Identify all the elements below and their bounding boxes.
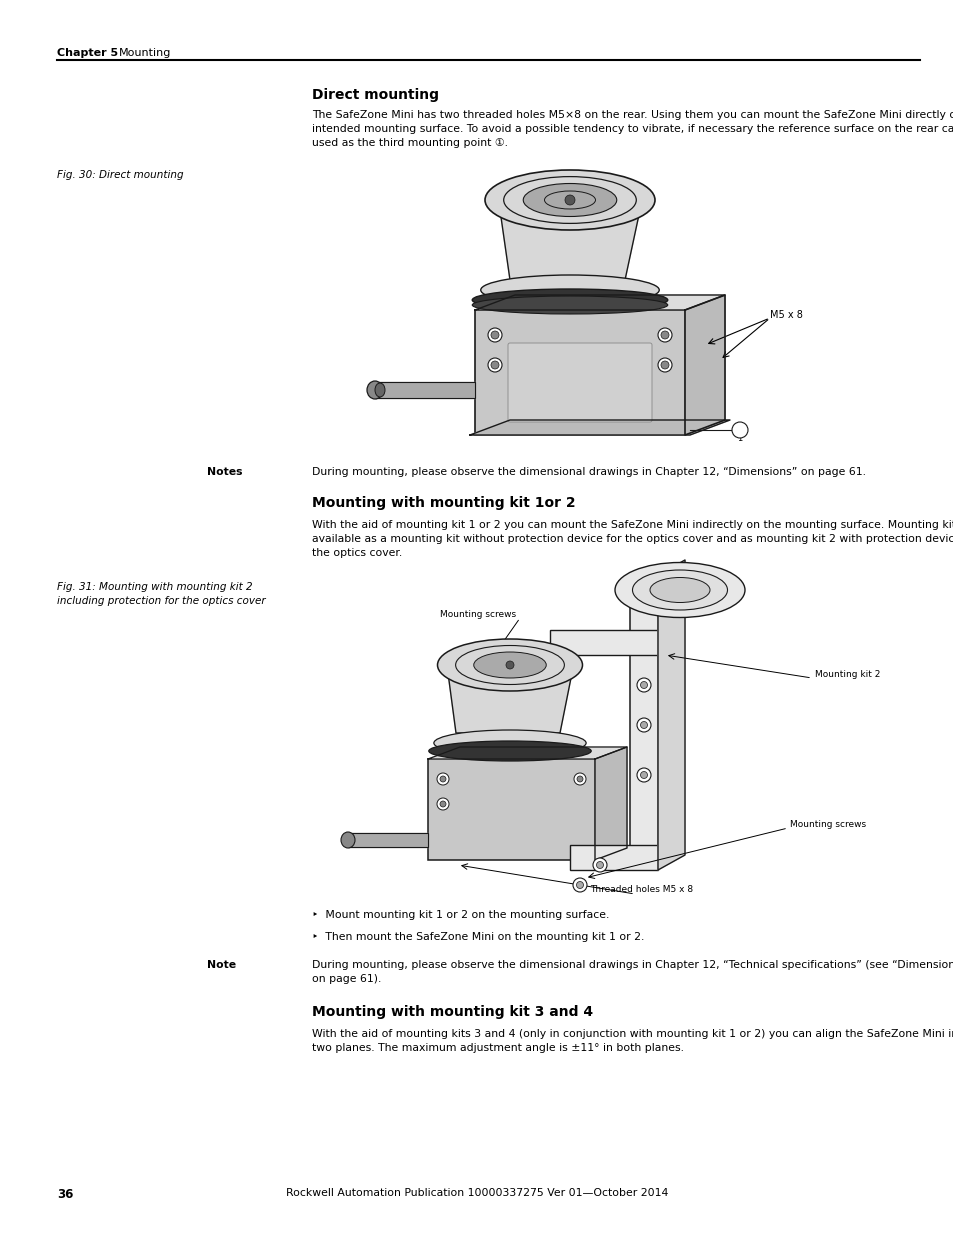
Circle shape	[491, 361, 498, 369]
Text: Fig. 31: Mounting with mounting kit 2: Fig. 31: Mounting with mounting kit 2	[57, 582, 253, 592]
Text: 36: 36	[57, 1188, 73, 1200]
Ellipse shape	[340, 832, 355, 848]
Polygon shape	[470, 420, 729, 435]
Ellipse shape	[544, 191, 595, 209]
Text: intended mounting surface. To avoid a possible tendency to vibrate, if necessary: intended mounting surface. To avoid a po…	[312, 124, 953, 135]
Circle shape	[658, 329, 671, 342]
Text: Mounting screws: Mounting screws	[439, 610, 516, 619]
Polygon shape	[375, 382, 475, 398]
Ellipse shape	[503, 177, 636, 224]
Text: Rockwell Automation Publication 10000337275 Ver 01—October 2014: Rockwell Automation Publication 10000337…	[286, 1188, 667, 1198]
Circle shape	[660, 331, 668, 338]
Text: Fig. 30: Direct mounting: Fig. 30: Direct mounting	[57, 170, 183, 180]
Text: During mounting, please observe the dimensional drawings in Chapter 12, “Technic: During mounting, please observe the dime…	[312, 960, 953, 969]
Text: Notes: Notes	[207, 467, 242, 477]
Ellipse shape	[367, 382, 382, 399]
FancyBboxPatch shape	[507, 343, 651, 422]
Circle shape	[576, 882, 583, 888]
Text: on page 61).: on page 61).	[312, 974, 381, 984]
Circle shape	[637, 718, 650, 732]
Ellipse shape	[474, 652, 546, 678]
Polygon shape	[684, 295, 724, 435]
Circle shape	[574, 773, 585, 785]
Circle shape	[660, 361, 668, 369]
Polygon shape	[448, 673, 572, 734]
Text: available as a mounting kit without protection device for the optics cover and a: available as a mounting kit without prot…	[312, 534, 953, 543]
Text: Note: Note	[207, 960, 236, 969]
Circle shape	[491, 331, 498, 338]
Circle shape	[505, 661, 514, 669]
Text: Mounting with mounting kit 1or 2: Mounting with mounting kit 1or 2	[312, 496, 575, 510]
Circle shape	[564, 195, 575, 205]
Polygon shape	[348, 832, 428, 847]
Circle shape	[439, 776, 446, 782]
Ellipse shape	[472, 289, 667, 311]
Ellipse shape	[437, 638, 582, 692]
Text: including protection for the optics cover: including protection for the optics cove…	[57, 597, 265, 606]
Text: The SafeZone Mini has two threaded holes M5×8 on the rear. Using them you can mo: The SafeZone Mini has two threaded holes…	[312, 110, 953, 120]
Text: two planes. The maximum adjustment angle is ±11° in both planes.: two planes. The maximum adjustment angle…	[312, 1044, 683, 1053]
Circle shape	[439, 802, 446, 806]
Text: M5 x 8: M5 x 8	[769, 310, 802, 320]
Circle shape	[577, 776, 582, 782]
Circle shape	[637, 678, 650, 692]
Ellipse shape	[428, 741, 591, 761]
Ellipse shape	[522, 184, 616, 216]
Text: With the aid of mounting kits 3 and 4 (only in conjunction with mounting kit 1 o: With the aid of mounting kits 3 and 4 (o…	[312, 1029, 953, 1039]
Ellipse shape	[375, 383, 385, 396]
Ellipse shape	[472, 296, 667, 314]
Text: During mounting, please observe the dimensional drawings in Chapter 12, “Dimensi: During mounting, please observe the dime…	[312, 467, 865, 477]
Text: the optics cover.: the optics cover.	[312, 548, 402, 558]
Ellipse shape	[649, 578, 709, 603]
Circle shape	[488, 329, 501, 342]
Text: With the aid of mounting kit 1 or 2 you can mount the SafeZone Mini indirectly o: With the aid of mounting kit 1 or 2 you …	[312, 520, 953, 530]
Text: Chapter 5: Chapter 5	[57, 48, 118, 58]
Polygon shape	[499, 210, 639, 280]
Circle shape	[639, 772, 647, 778]
Text: 1: 1	[737, 433, 741, 443]
Text: Direct mounting: Direct mounting	[312, 88, 438, 103]
Ellipse shape	[484, 170, 655, 230]
Polygon shape	[475, 295, 724, 310]
Circle shape	[596, 862, 603, 868]
Circle shape	[658, 358, 671, 372]
Circle shape	[639, 682, 647, 688]
Text: Mounting: Mounting	[119, 48, 172, 58]
Polygon shape	[658, 559, 684, 869]
Circle shape	[573, 878, 586, 892]
Polygon shape	[595, 747, 626, 860]
Bar	[550, 630, 658, 655]
Text: ‣  Mount mounting kit 1 or 2 on the mounting surface.: ‣ Mount mounting kit 1 or 2 on the mount…	[312, 910, 609, 920]
Circle shape	[436, 798, 449, 810]
Circle shape	[593, 858, 606, 872]
Circle shape	[731, 422, 747, 438]
Circle shape	[488, 358, 501, 372]
Ellipse shape	[434, 730, 585, 756]
Bar	[475, 310, 684, 435]
Circle shape	[639, 721, 647, 729]
Text: ‣  Then mount the SafeZone Mini on the mounting kit 1 or 2.: ‣ Then mount the SafeZone Mini on the mo…	[312, 932, 643, 942]
Bar	[629, 576, 658, 869]
Text: Mounting screws: Mounting screws	[789, 820, 865, 829]
Ellipse shape	[615, 562, 744, 618]
Circle shape	[436, 773, 449, 785]
Ellipse shape	[456, 646, 564, 684]
Text: Mounting with mounting kit 3 and 4: Mounting with mounting kit 3 and 4	[312, 1005, 593, 1019]
Circle shape	[637, 768, 650, 782]
Bar	[428, 760, 595, 860]
Ellipse shape	[632, 571, 727, 610]
Bar	[569, 845, 658, 869]
Text: used as the third mounting point ①.: used as the third mounting point ①.	[312, 138, 507, 148]
Text: Threaded holes M5 x 8: Threaded holes M5 x 8	[589, 885, 693, 894]
Polygon shape	[428, 747, 626, 760]
Ellipse shape	[480, 275, 659, 305]
Text: Mounting kit 2: Mounting kit 2	[814, 671, 880, 679]
